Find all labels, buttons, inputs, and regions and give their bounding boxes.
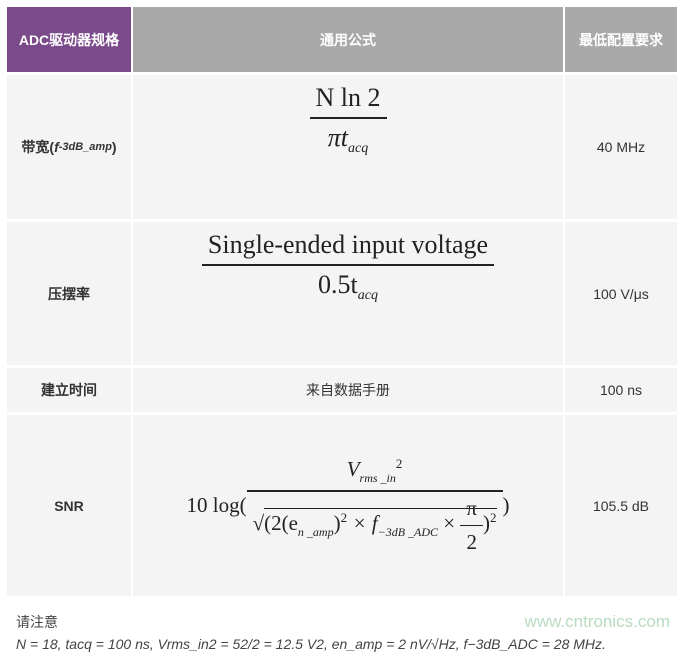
header-spec: ADC驱动器规格 xyxy=(7,7,131,72)
min-settling-time: 100 ns xyxy=(565,368,677,412)
header-min: 最低配置要求 xyxy=(565,7,677,72)
table-row: 带宽(f -3dB_amp) N ln 2 πtacq 40 MHz xyxy=(7,75,677,219)
table-row: 建立时间 来自数据手册 100 ns xyxy=(7,368,677,412)
min-bandwidth: 40 MHz xyxy=(565,75,677,219)
spec-settling-time: 建立时间 xyxy=(7,368,131,412)
formula-slew-rate: Single-ended input voltage 0.5tacq xyxy=(133,222,563,365)
table-row: SNR 10 log( Vrms _in2 √(2(en _amp)2 × f−… xyxy=(7,415,677,596)
spec-slew-rate: 压摆率 xyxy=(7,222,131,365)
watermark: www.cntronics.com xyxy=(524,612,670,631)
formula-snr: 10 log( Vrms _in2 √(2(en _amp)2 × f−3dB … xyxy=(133,415,563,596)
spec-snr: SNR xyxy=(7,415,131,596)
formula-bandwidth: N ln 2 πtacq xyxy=(133,75,563,219)
spec-bandwidth: 带宽(f -3dB_amp) xyxy=(7,75,131,219)
notes: 请注意 N = 18, tacq = 100 ns, Vrms_in2 = 52… xyxy=(16,611,676,655)
notes-line: N = 18, tacq = 100 ns, Vrms_in2 = 52/2 =… xyxy=(16,636,606,652)
header-formula: 通用公式 xyxy=(133,7,563,72)
spec-table: ADC驱动器规格 通用公式 最低配置要求 带宽(f -3dB_amp) N ln … xyxy=(7,7,677,599)
notes-title: 请注意 xyxy=(16,614,58,630)
table-header: ADC驱动器规格 通用公式 最低配置要求 xyxy=(7,7,677,72)
min-snr: 105.5 dB xyxy=(565,415,677,596)
table-row: 压摆率 Single-ended input voltage 0.5tacq 10… xyxy=(7,222,677,365)
formula-settling-time: 来自数据手册 xyxy=(133,368,563,412)
min-slew-rate: 100 V/μs xyxy=(565,222,677,365)
